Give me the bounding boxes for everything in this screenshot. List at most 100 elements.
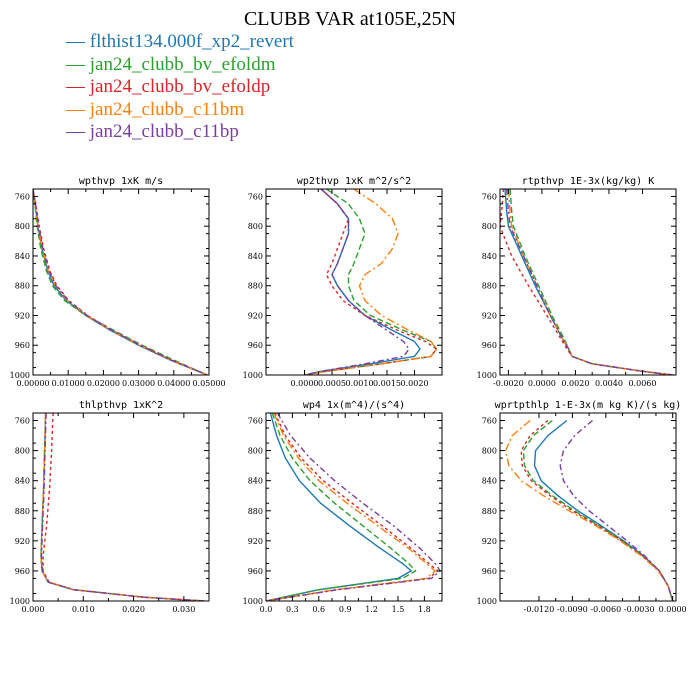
legend-swatch: — [66, 76, 90, 98]
plot-frame [499, 188, 677, 376]
series-line [40, 413, 205, 601]
legend-label: jan24_clubb_c11bm [89, 98, 245, 120]
series-line [266, 413, 437, 601]
legend-swatch: — [66, 53, 90, 75]
legend-label: flthist134.000f_xp2_revert [89, 31, 294, 52]
series-line [33, 189, 208, 375]
x-tick-label: 0.0010 [346, 379, 374, 388]
x-tick-label: 0.05000 [192, 379, 225, 388]
page-title: CLUBB VAR at105E,25N [243, 8, 457, 30]
x-tick-label: 0.0000 [659, 605, 687, 614]
series-line [504, 419, 674, 601]
x-tick-label: 0.0020 [561, 379, 589, 388]
x-tick-label: -0.0120 [524, 605, 555, 614]
series-line [304, 189, 421, 375]
chart-panel: thlpthvp 1xK^2 760 800 840 880 920 960 10000.00… [10, 400, 210, 614]
y-tick-label: 800 [482, 447, 497, 456]
y-tick-label: 1000 [477, 371, 497, 380]
x-tick-label: 0.3 [286, 605, 299, 614]
legend-label: jan24_clubb_c11bp [89, 121, 239, 143]
x-tick-label: -0.0060 [590, 605, 621, 614]
series-line [304, 189, 438, 375]
x-tick-label: 0.0060 [628, 379, 656, 388]
chart-title: wprtpthlp 1-E-3x(m kg K)/(s kg) [495, 400, 682, 411]
x-tick-label: 0.9 [339, 605, 352, 614]
x-tick-label: -0.0030 [624, 605, 655, 614]
y-tick-label: 880 [482, 507, 497, 516]
series-line [40, 413, 205, 601]
legend-swatch: — [66, 98, 90, 120]
legend-item: — flthist134.000f_xp2_revert [66, 31, 294, 54]
legend-item: — jan24_clubb_c11bm [66, 99, 294, 122]
legend-item: — jan24_clubb_bv_efoldm [66, 54, 294, 77]
x-tick-label: 0.04000 [157, 379, 190, 388]
x-tick-label: 0.010 [72, 605, 95, 614]
series-line [522, 419, 674, 601]
x-tick-label: 0.6 [312, 605, 325, 614]
chart-panel: wprtpthlp 1-E-3x(m kg K)/(s kg) 760 800 840… [477, 400, 687, 614]
chart-title: wp2thvp 1xK m^2/s^2 [297, 176, 411, 187]
y-tick-label: 880 [248, 282, 263, 291]
x-tick-label: 0.0 [260, 605, 273, 614]
x-tick-label: 0.02000 [87, 379, 120, 388]
chart-panel: rtpthvp 1E-3x(kg/kg) K 760 800 840 880 920 960… [477, 176, 677, 388]
y-tick-label: 880 [482, 282, 497, 291]
legend-item: — jan24_clubb_c11bp [66, 121, 294, 144]
x-tick-label: 0.00000 [16, 379, 49, 388]
series-line [266, 413, 417, 601]
y-tick-label: 760 [15, 192, 30, 201]
series-line [504, 189, 673, 375]
series-line [266, 413, 442, 601]
y-tick-label: 800 [482, 222, 497, 231]
series-line [533, 419, 674, 601]
y-tick-label: 1000 [10, 597, 30, 606]
y-tick-label: 840 [15, 252, 30, 261]
legend-swatch: — [66, 121, 90, 143]
chart-title: thlpthvp 1xK^2 [79, 400, 163, 411]
x-tick-label: 0.0020 [401, 379, 429, 388]
x-tick-label: 0.030 [172, 605, 195, 614]
x-tick-label: 0.03000 [122, 379, 155, 388]
chart-panel: wp4 1x(m^4)/(s^4)76080084088092096010000… [243, 400, 443, 614]
y-tick-label: 920 [15, 537, 30, 546]
plot-frame [499, 412, 677, 602]
series-line [33, 189, 208, 375]
y-tick-label: 840 [248, 477, 263, 486]
plot-frame [265, 412, 443, 602]
y-tick-label: 880 [15, 507, 30, 516]
series-line [42, 413, 205, 601]
y-tick-label: 840 [482, 252, 497, 261]
chart-title: wpthvp 1xK m/s [79, 176, 163, 187]
y-tick-label: 960 [248, 341, 263, 350]
series-line [33, 189, 208, 375]
x-tick-label: 0.01000 [52, 379, 85, 388]
legend: — flthist134.000f_xp2_revert — jan24_clu… [66, 31, 294, 144]
x-tick-label: -0.0090 [557, 605, 588, 614]
y-tick-label: 760 [248, 417, 263, 426]
y-tick-label: 920 [248, 537, 263, 546]
x-tick-label: -0.0020 [493, 379, 524, 388]
y-tick-label: 760 [15, 417, 30, 426]
y-tick-label: 960 [248, 567, 263, 576]
x-tick-label: 1.2 [365, 605, 378, 614]
y-tick-label: 1000 [243, 371, 263, 380]
y-tick-label: 920 [482, 311, 497, 320]
plot-frame [265, 188, 443, 376]
x-tick-label: 0.0000 [291, 379, 319, 388]
legend-label: jan24_clubb_bv_efoldp [89, 76, 271, 98]
y-tick-label: 880 [15, 282, 30, 291]
y-tick-label: 800 [248, 447, 263, 456]
series-line [520, 419, 674, 601]
x-tick-label: 0.0015 [373, 379, 401, 388]
x-tick-label: 0.0005 [318, 379, 346, 388]
x-tick-label: 1.5 [392, 605, 405, 614]
plot-frame [32, 412, 210, 602]
y-tick-label: 840 [15, 477, 30, 486]
y-tick-label: 840 [248, 252, 263, 261]
y-tick-label: 880 [248, 507, 263, 516]
y-tick-label: 960 [482, 567, 497, 576]
y-tick-label: 760 [482, 192, 497, 201]
y-tick-label: 840 [482, 477, 497, 486]
legend-item: — jan24_clubb_bv_efoldp [66, 76, 294, 99]
y-tick-label: 960 [482, 341, 497, 350]
